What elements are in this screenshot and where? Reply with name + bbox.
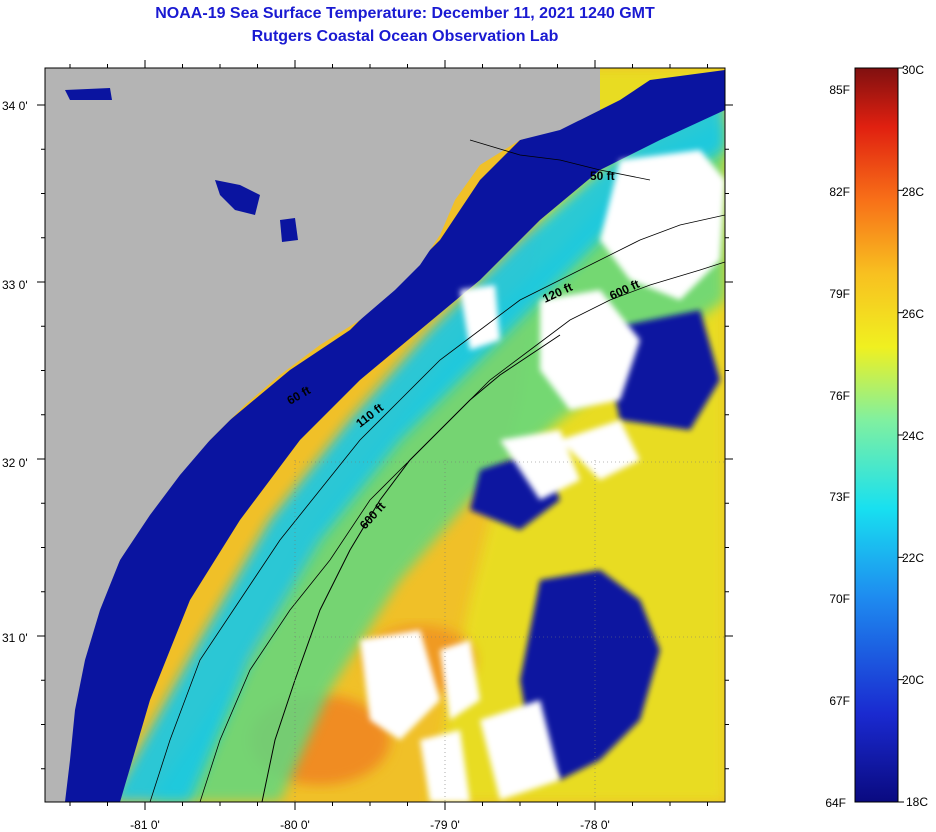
cold-patch [520,570,660,780]
colorbar-f-label: 76F [829,389,850,403]
lat-tick-label: 32 0' [2,456,28,470]
map-title: NOAA-19 Sea Surface Temperature: Decembe… [155,5,655,22]
contour-label-50ft: 50 ft [590,169,615,183]
colorbar-f-label: 67F [829,694,850,708]
colorbar-c-label: 28C [902,185,924,199]
ocean-green-band [150,120,725,802]
latitude-labels: 34 0' 33 0' 32 0' 31 0' [2,99,28,645]
colorbar-f-label: 73F [829,490,850,504]
colorbar-gradient [854,67,899,803]
colorbar-f-label: 64F [825,796,846,810]
colorbar-c-label: 30C [902,63,924,77]
colorbar-f-label: 70F [829,592,850,606]
colorbar-c-label: 20C [902,673,924,687]
lat-tick-label: 34 0' [2,99,28,113]
colorbar-c-label: 18C [906,795,928,809]
colorbar-f-label: 85F [829,83,850,97]
grid-lines [294,460,725,802]
isobath-60ft [149,214,725,802]
map-subtitle: Rutgers Coastal Ocean Observation Lab [251,28,559,45]
inland-lake [280,218,298,242]
cloud-cover [360,150,725,802]
colorbar: 85F 82F 79F 76F 73F 70F 67F 64F 30C 28C … [825,63,928,810]
axis-ticks [37,60,733,810]
lon-tick-label: -78 0' [580,818,610,832]
colorbar-celsius-labels: 30C 28C 26C 24C 22C 20C 18C [902,63,928,809]
isobath-50ft [469,139,651,181]
isobath-600ft [261,334,561,802]
ocean-cold-nearshore [45,70,725,802]
plot-frame [44,67,726,803]
lon-tick-label: -81 0' [130,818,160,832]
land-mass [45,68,600,802]
colorbar-fahrenheit-labels: 85F 82F 79F 76F 73F 70F 67F 64F [825,83,850,810]
ocean-cyan-band [110,90,725,802]
colorbar-f-label: 82F [829,185,850,199]
lon-tick-label: -79 0' [430,818,460,832]
inland-lake [65,88,112,100]
colorbar-f-label: 79F [829,287,850,301]
colorbar-c-label: 26C [902,307,924,321]
colorbar-c-label: 24C [902,429,924,443]
colorbar-ticks [898,67,904,803]
inland-lake [215,180,260,215]
map-plot-area [45,68,725,802]
lat-tick-label: 31 0' [2,631,28,645]
lat-tick-label: 33 0' [2,278,28,292]
colorbar-c-label: 22C [902,551,924,565]
longitude-labels: -81 0' -80 0' -79 0' -78 0' [130,818,610,832]
lon-tick-label: -80 0' [280,818,310,832]
